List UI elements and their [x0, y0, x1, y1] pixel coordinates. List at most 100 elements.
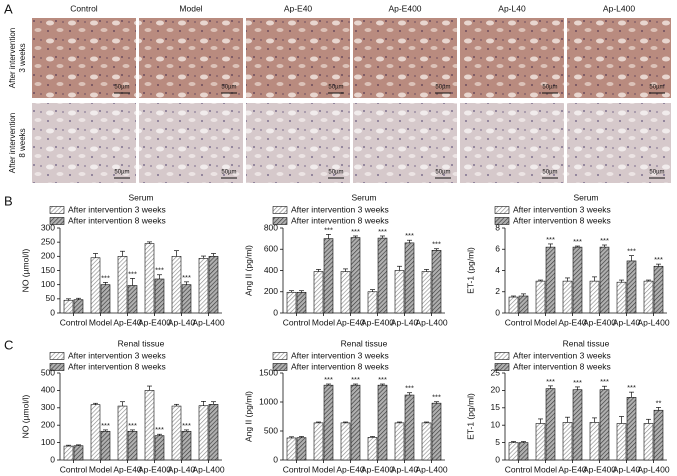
legend-swatch	[272, 363, 288, 371]
chart-title: Serum	[351, 192, 376, 202]
panel-label: C	[4, 337, 13, 352]
error-bar	[424, 421, 429, 423]
error-bar	[575, 386, 580, 390]
y-tick-label: 10	[491, 419, 501, 429]
bar	[100, 430, 111, 461]
bar	[626, 397, 637, 461]
histology-image	[353, 18, 457, 98]
histology-image	[460, 18, 564, 98]
bar	[616, 281, 627, 314]
significance-label: ***	[546, 377, 555, 386]
error-bar	[326, 234, 331, 239]
x-tick-label: Ap-E400	[583, 317, 616, 327]
error-bar	[289, 290, 294, 293]
y-tick-label: 25	[491, 367, 501, 377]
x-tick-label: Ap-E400	[138, 317, 171, 327]
bar	[313, 422, 324, 461]
histology-image	[246, 103, 350, 183]
column-header: Control	[70, 3, 98, 13]
error-bar	[511, 441, 516, 443]
significance-label: ***	[378, 375, 387, 384]
error-bar	[326, 383, 331, 386]
error-bar	[407, 239, 412, 243]
error-bar	[316, 269, 321, 272]
x-tick-label: Ap-L400	[192, 317, 224, 327]
scale-bar-label: 50µm	[114, 85, 129, 91]
error-bar	[103, 282, 108, 285]
bar	[431, 402, 442, 461]
error-bar	[316, 421, 321, 423]
error-bar	[157, 433, 162, 436]
significance-label: ***	[324, 225, 333, 234]
bar	[90, 404, 101, 461]
error-bar	[424, 269, 429, 272]
error-bar	[343, 268, 348, 272]
x-tick-label: Control	[283, 317, 311, 327]
legend-swatch	[49, 352, 65, 360]
bar	[394, 422, 405, 461]
histology-image	[139, 18, 243, 98]
chart-title: Renal tissue	[563, 338, 610, 348]
error-bar	[211, 253, 216, 257]
y-tick-label: 300	[41, 402, 55, 412]
bar	[117, 256, 128, 314]
y-tick-label: 8	[495, 222, 500, 232]
y-tick-label: 6	[495, 244, 500, 254]
y-axis-label: Ang II (pg/ml)	[243, 245, 253, 296]
y-tick-label: 4	[495, 265, 500, 275]
significance-label: ***	[627, 247, 636, 256]
bar	[653, 265, 664, 314]
scale-bar-label: 50µm	[221, 170, 236, 176]
bar	[313, 271, 324, 314]
histology-image	[567, 18, 671, 98]
error-bar	[380, 235, 385, 239]
bar	[535, 423, 546, 461]
legend-label: After intervention 3 weeks	[68, 204, 166, 214]
significance-label: ***	[101, 421, 110, 430]
bar	[367, 291, 378, 314]
bar	[545, 388, 556, 461]
legend-label: After intervention 8 weeks	[513, 215, 611, 225]
scale-bar-label: 50µm	[649, 170, 664, 176]
x-tick-label: Model	[312, 464, 335, 474]
x-tick-label: Ap-L40	[168, 464, 196, 474]
column-header: Ap-E400	[388, 3, 421, 13]
bar	[73, 299, 84, 314]
error-bar	[184, 281, 189, 285]
error-bar	[66, 298, 71, 301]
bar	[181, 284, 192, 314]
significance-label: ***	[378, 227, 387, 236]
legend-swatch	[494, 217, 510, 225]
x-tick-label: Ap-E40	[113, 317, 142, 327]
y-tick-label: 1500	[259, 367, 278, 377]
x-tick-label: Model	[312, 317, 335, 327]
bar	[127, 430, 138, 461]
legend-swatch	[49, 206, 65, 214]
error-bar	[66, 444, 71, 447]
bar	[599, 246, 610, 314]
bar	[518, 442, 529, 461]
x-tick-label: Ap-L400	[415, 317, 447, 327]
y-tick-label: 1000	[259, 396, 278, 406]
y-tick-label: 250	[41, 236, 55, 246]
y-tick-label: 0	[273, 307, 278, 317]
x-tick-label: Ap-E40	[336, 317, 365, 327]
x-tick-label: Ap-L40	[168, 317, 196, 327]
legend-swatch	[49, 217, 65, 225]
column-header: Ap-L40	[498, 3, 526, 13]
error-bar	[548, 385, 553, 389]
x-tick-label: Ap-L400	[637, 317, 669, 327]
bar	[350, 237, 361, 314]
error-bar	[538, 279, 543, 282]
error-bar	[646, 279, 651, 282]
y-tick-label: 200	[264, 286, 278, 296]
error-bar	[174, 250, 179, 257]
error-bar	[103, 429, 108, 432]
y-tick-label: 150	[41, 265, 55, 275]
y-tick-label: 500	[41, 367, 55, 377]
bar	[404, 394, 415, 461]
bar	[323, 384, 334, 461]
y-tick-label: 600	[264, 244, 278, 254]
bar	[73, 445, 84, 461]
error-bar	[370, 289, 375, 292]
